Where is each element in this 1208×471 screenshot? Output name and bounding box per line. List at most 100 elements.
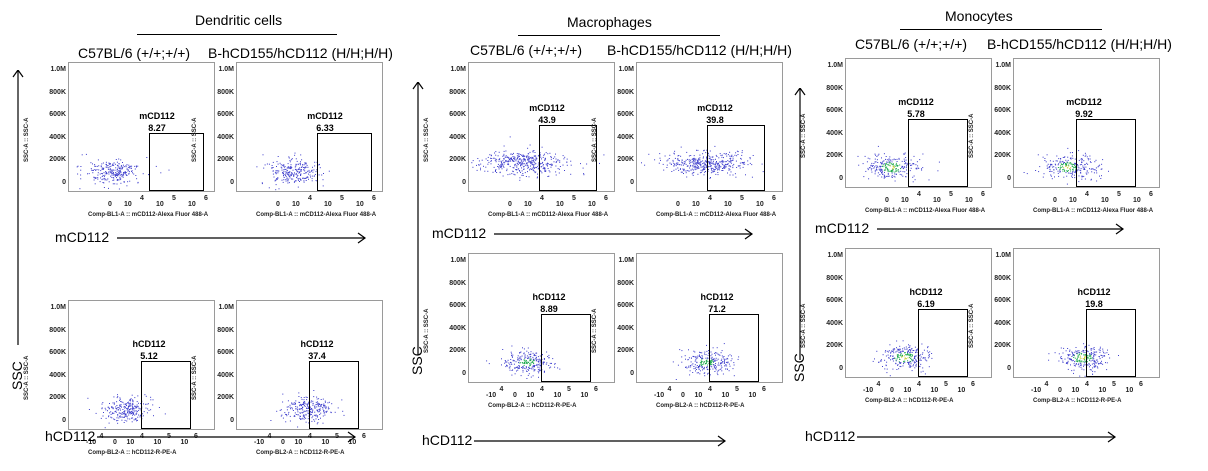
event-dot xyxy=(317,401,318,403)
event-dot xyxy=(123,406,125,408)
event-dot xyxy=(303,416,305,418)
event-dot xyxy=(142,413,144,415)
event-dot xyxy=(887,172,889,174)
event-dot xyxy=(689,167,691,169)
event-dot xyxy=(326,410,328,412)
event-dot xyxy=(544,169,546,171)
event-dot xyxy=(1099,164,1101,166)
event-dot xyxy=(120,168,122,170)
event-dot xyxy=(543,358,545,360)
y-tick-label: 800K xyxy=(994,84,1011,92)
event-dot xyxy=(909,364,911,366)
y-tick-label: 1.0M xyxy=(450,66,466,73)
event-dot xyxy=(731,355,732,357)
event-dot xyxy=(1074,357,1076,359)
event-dot xyxy=(908,366,910,368)
event-dot xyxy=(701,361,702,363)
event-dot xyxy=(888,169,890,171)
event-dot xyxy=(694,165,696,167)
event-dot xyxy=(1067,363,1069,365)
event-dot xyxy=(722,161,724,163)
event-dot xyxy=(542,361,544,363)
event-dot xyxy=(528,356,530,358)
event-dot xyxy=(554,363,556,365)
event-dot xyxy=(908,347,910,348)
event-dot xyxy=(312,400,314,402)
event-dot xyxy=(721,350,723,352)
event-dot xyxy=(118,158,120,160)
event-dot xyxy=(915,167,917,169)
event-dot xyxy=(517,357,519,359)
event-dot xyxy=(314,161,316,163)
scatter-cloud xyxy=(76,153,170,190)
event-dot xyxy=(703,150,705,152)
event-dot xyxy=(129,180,131,182)
event-dot xyxy=(711,359,713,361)
event-dot xyxy=(131,405,133,407)
event-dot xyxy=(318,174,320,176)
y-tick-label: 800K xyxy=(826,274,843,282)
event-dot xyxy=(539,152,541,154)
event-dot xyxy=(519,170,521,172)
event-dot xyxy=(490,160,492,162)
event-dot xyxy=(549,164,551,165)
event-dot xyxy=(714,352,716,354)
event-dot xyxy=(289,161,291,163)
event-dot xyxy=(113,172,115,174)
event-dot xyxy=(508,159,510,160)
event-dot xyxy=(685,159,687,161)
event-dot xyxy=(1051,171,1053,172)
event-dot xyxy=(300,179,302,181)
event-dot xyxy=(691,168,693,170)
event-dot xyxy=(1087,364,1089,366)
event-dot xyxy=(1089,353,1091,355)
event-dot xyxy=(108,162,110,164)
event-dot xyxy=(554,366,556,368)
event-dot xyxy=(143,411,145,413)
event-dot xyxy=(526,371,528,372)
event-dot xyxy=(109,166,111,168)
event-dot xyxy=(102,168,104,170)
event-dot xyxy=(713,161,714,163)
event-dot xyxy=(528,352,530,354)
event-dot xyxy=(697,168,699,169)
event-dot xyxy=(299,169,301,170)
axis-arrow xyxy=(877,223,1125,235)
event-dot xyxy=(915,164,917,166)
event-dot xyxy=(506,168,508,170)
x-tick-label: 4 xyxy=(540,195,544,202)
event-dot xyxy=(311,408,313,410)
event-dot xyxy=(113,396,115,398)
event-dot xyxy=(1067,354,1069,356)
event-dot xyxy=(104,427,106,429)
event-dot xyxy=(705,164,707,166)
event-dot xyxy=(279,162,281,164)
event-dot xyxy=(710,163,712,164)
x-tick-label: 5 xyxy=(172,195,176,202)
event-dot xyxy=(1084,356,1085,358)
event-dot xyxy=(132,403,134,405)
event-dot xyxy=(912,359,914,361)
event-dot xyxy=(519,158,520,160)
event-dot xyxy=(285,421,287,423)
event-dot xyxy=(686,170,688,172)
event-dot xyxy=(121,401,123,403)
event-dot xyxy=(911,370,913,372)
event-dot xyxy=(916,349,918,351)
event-dot xyxy=(299,408,301,410)
event-dot xyxy=(308,169,310,171)
event-dot xyxy=(119,416,121,418)
event-dot xyxy=(700,160,702,162)
event-dot xyxy=(93,179,95,181)
event-dot xyxy=(299,403,301,405)
event-dot xyxy=(105,163,107,165)
event-dot xyxy=(675,165,677,167)
gate-box xyxy=(1086,309,1136,377)
event-dot xyxy=(570,164,572,166)
event-dot xyxy=(1098,356,1100,357)
event-dot xyxy=(867,157,869,159)
event-dot xyxy=(121,167,123,169)
event-dot xyxy=(118,188,120,190)
event-dot xyxy=(516,166,518,168)
event-dot xyxy=(1072,171,1074,173)
